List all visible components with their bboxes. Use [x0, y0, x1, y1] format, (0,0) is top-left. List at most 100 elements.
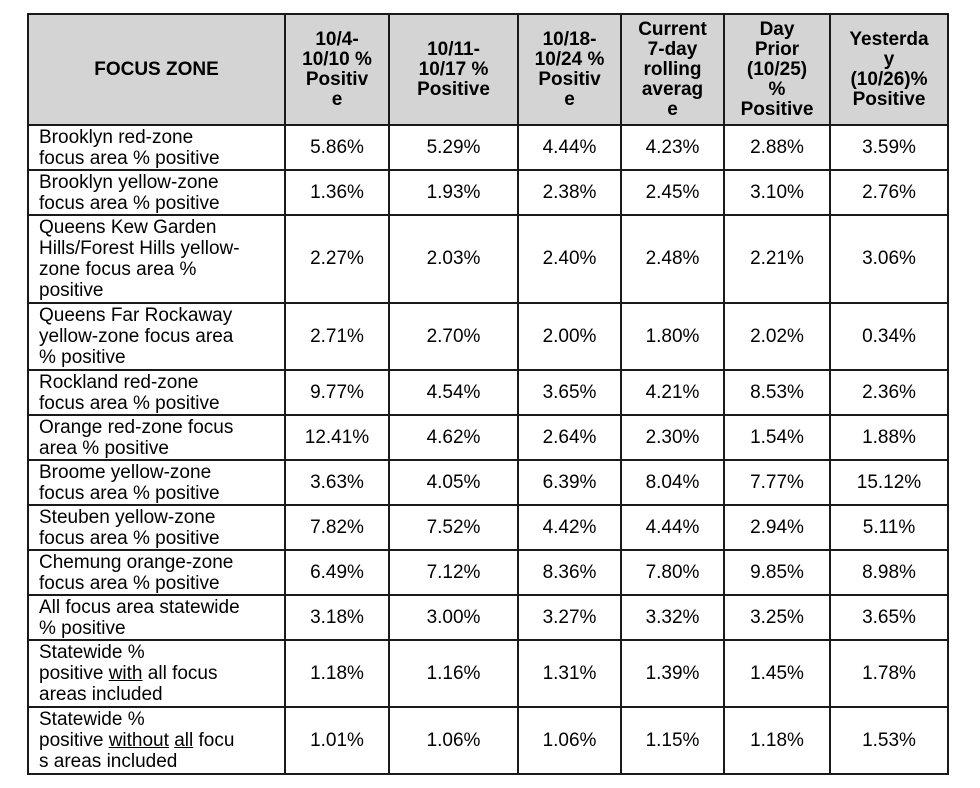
- value-cell: 3.63%: [284, 459, 390, 506]
- zone-text: Statewide % positive: [39, 709, 145, 751]
- value-cell: 9.77%: [284, 369, 390, 416]
- table-row: Chemung orange-zone focus area % positiv…: [27, 549, 949, 596]
- value-cell: 1.39%: [620, 639, 725, 708]
- value-cell: 1.06%: [388, 706, 519, 775]
- value-cell: 2.00%: [517, 302, 622, 371]
- table-row: All focus area statewide % positive 3.18…: [27, 594, 949, 641]
- header-yesterday: Yesterda y (10/26)% Positive: [829, 13, 949, 126]
- value-cell: 1.31%: [517, 639, 622, 708]
- value-cell: 3.65%: [517, 369, 622, 416]
- header-week-10-11: 10/11- 10/17 % Positive: [388, 13, 519, 126]
- focus-zone-cell: Broome yellow-zone focus area % positive: [27, 459, 286, 506]
- focus-zone-cell: Statewide % positive without all focu s …: [27, 706, 286, 775]
- header-day-prior: Day Prior (10/25) % Positive: [723, 13, 831, 126]
- value-cell: 2.27%: [284, 214, 390, 304]
- value-cell: 0.34%: [829, 302, 949, 371]
- value-cell: 1.88%: [829, 414, 949, 461]
- value-cell: 15.12%: [829, 459, 949, 506]
- value-cell: 2.76%: [829, 169, 949, 216]
- value-cell: 6.39%: [517, 459, 622, 506]
- value-cell: 5.11%: [829, 504, 949, 551]
- value-cell: 5.29%: [388, 124, 519, 171]
- value-cell: 1.53%: [829, 706, 949, 775]
- value-cell: 1.18%: [723, 706, 831, 775]
- table-row: Broome yellow-zone focus area % positive…: [27, 459, 949, 506]
- table-row: Statewide % positive without all focu s …: [27, 706, 949, 775]
- value-cell: 4.44%: [620, 504, 725, 551]
- value-cell: 3.65%: [829, 594, 949, 641]
- header-rolling-average: Current 7-day rolling averag e: [620, 13, 725, 126]
- value-cell: 4.42%: [517, 504, 622, 551]
- header-week-10-18: 10/18- 10/24 % Positiv e: [517, 13, 622, 126]
- value-cell: 1.54%: [723, 414, 831, 461]
- zone-text-underlined: with: [108, 663, 143, 684]
- value-cell: 2.45%: [620, 169, 725, 216]
- value-cell: 2.03%: [388, 214, 519, 304]
- value-cell: 2.40%: [517, 214, 622, 304]
- value-cell: 1.36%: [284, 169, 390, 216]
- focus-zone-cell: Queens Far Rockaway yellow-zone focus ar…: [27, 302, 286, 371]
- zone-text-underlined: all: [174, 730, 194, 751]
- value-cell: 4.44%: [517, 124, 622, 171]
- focus-zone-cell: All focus area statewide % positive: [27, 594, 286, 641]
- focus-zone-cell: Statewide % positive with all focus area…: [27, 639, 286, 708]
- focus-zone-cell: Rockland red-zone focus area % positive: [27, 369, 286, 416]
- value-cell: 9.85%: [723, 549, 831, 596]
- value-cell: 3.32%: [620, 594, 725, 641]
- value-cell: 1.45%: [723, 639, 831, 708]
- value-cell: 3.18%: [284, 594, 390, 641]
- focus-zone-cell: Queens Kew Garden Hills/Forest Hills yel…: [27, 214, 286, 304]
- value-cell: 3.25%: [723, 594, 831, 641]
- header-focus-zone: FOCUS ZONE: [27, 13, 286, 126]
- value-cell: 3.59%: [829, 124, 949, 171]
- zone-text: all focus areas included: [39, 663, 218, 705]
- value-cell: 1.01%: [284, 706, 390, 775]
- focus-zone-cell: Chemung orange-zone focus area % positiv…: [27, 549, 286, 596]
- value-cell: 1.80%: [620, 302, 725, 371]
- table-row: Brooklyn red-zone focus area % positive …: [27, 124, 949, 171]
- value-cell: 7.82%: [284, 504, 390, 551]
- focus-zone-cell: Brooklyn red-zone focus area % positive: [27, 124, 286, 171]
- value-cell: 4.23%: [620, 124, 725, 171]
- table-row: Queens Kew Garden Hills/Forest Hills yel…: [27, 214, 949, 304]
- value-cell: 7.12%: [388, 549, 519, 596]
- value-cell: 8.04%: [620, 459, 725, 506]
- table-row: Orange red-zone focus area % positive 12…: [27, 414, 949, 461]
- value-cell: 12.41%: [284, 414, 390, 461]
- table-row: Statewide % positive with all focus area…: [27, 639, 949, 708]
- table-row: Steuben yellow-zone focus area % positiv…: [27, 504, 949, 551]
- value-cell: 3.27%: [517, 594, 622, 641]
- value-cell: 8.98%: [829, 549, 949, 596]
- value-cell: 2.70%: [388, 302, 519, 371]
- table-row: Brooklyn yellow-zone focus area % positi…: [27, 169, 949, 216]
- value-cell: 2.36%: [829, 369, 949, 416]
- value-cell: 1.06%: [517, 706, 622, 775]
- value-cell: 2.71%: [284, 302, 390, 371]
- value-cell: 7.80%: [620, 549, 725, 596]
- table-row: Rockland red-zone focus area % positive …: [27, 369, 949, 416]
- value-cell: 2.30%: [620, 414, 725, 461]
- focus-zone-cell: Brooklyn yellow-zone focus area % positi…: [27, 169, 286, 216]
- value-cell: 8.36%: [517, 549, 622, 596]
- zone-text: Statewide % positive: [39, 642, 145, 684]
- value-cell: 2.38%: [517, 169, 622, 216]
- header-week-10-4: 10/4- 10/10 % Positiv e: [284, 13, 390, 126]
- focus-zone-cell: Steuben yellow-zone focus area % positiv…: [27, 504, 286, 551]
- value-cell: 3.00%: [388, 594, 519, 641]
- zone-text: focu s areas included: [39, 730, 235, 772]
- value-cell: 4.05%: [388, 459, 519, 506]
- value-cell: 2.64%: [517, 414, 622, 461]
- value-cell: 5.86%: [284, 124, 390, 171]
- value-cell: 4.62%: [388, 414, 519, 461]
- focus-zone-cell: Orange red-zone focus area % positive: [27, 414, 286, 461]
- value-cell: 1.15%: [620, 706, 725, 775]
- value-cell: 2.88%: [723, 124, 831, 171]
- value-cell: 3.06%: [829, 214, 949, 304]
- value-cell: 6.49%: [284, 549, 390, 596]
- value-cell: 1.16%: [388, 639, 519, 708]
- value-cell: 7.77%: [723, 459, 831, 506]
- header-row: FOCUS ZONE 10/4- 10/10 % Positiv e 10/11…: [27, 13, 949, 126]
- value-cell: 2.02%: [723, 302, 831, 371]
- focus-zone-table: FOCUS ZONE 10/4- 10/10 % Positiv e 10/11…: [27, 13, 949, 775]
- value-cell: 4.54%: [388, 369, 519, 416]
